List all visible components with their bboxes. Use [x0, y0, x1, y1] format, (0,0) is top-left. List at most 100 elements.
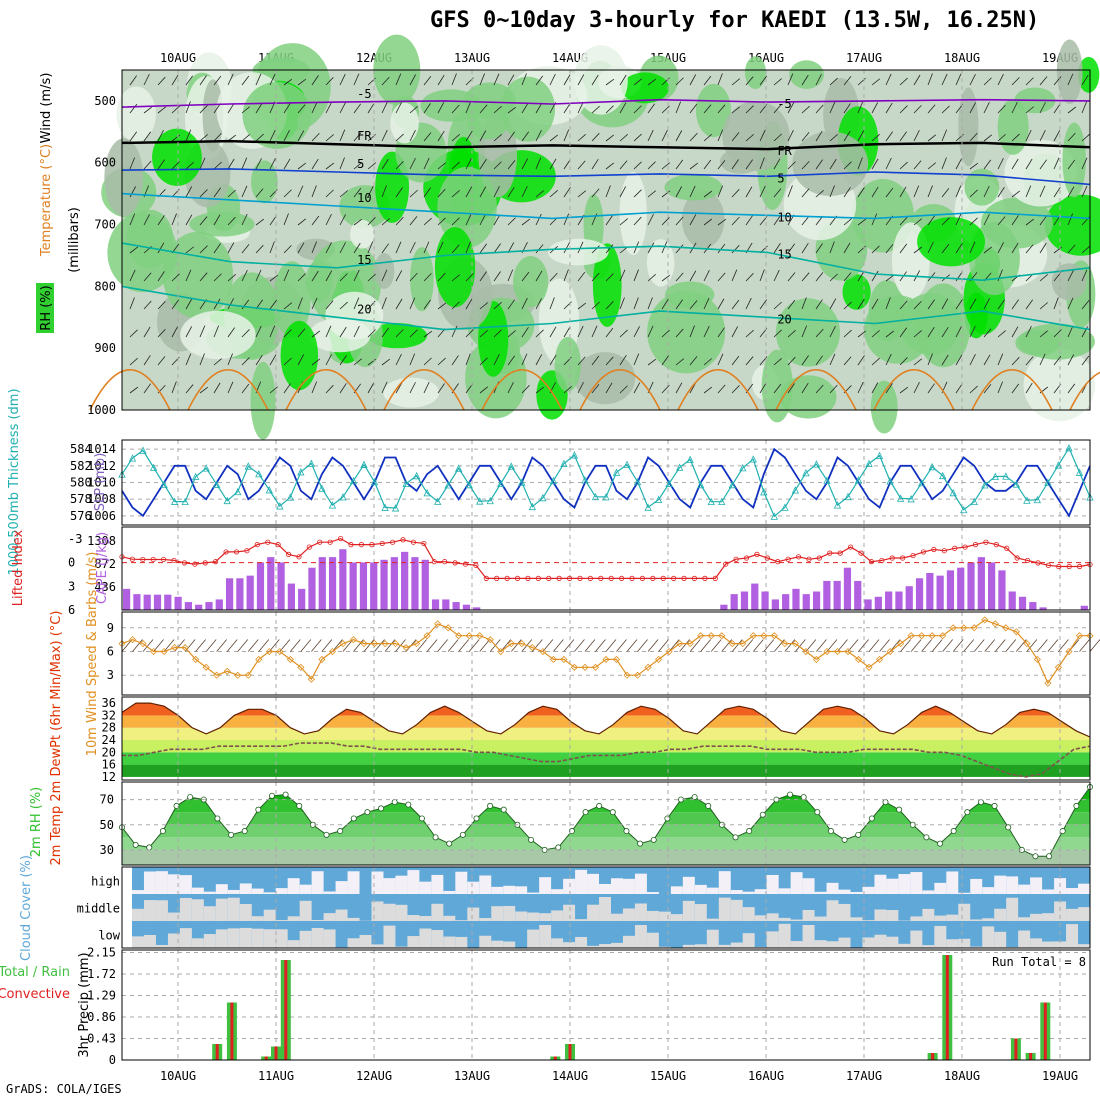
wind-barb — [913, 185, 920, 198]
wind-barb — [605, 105, 614, 114]
cloud-cell-clear — [407, 915, 420, 922]
wind-speed-marker — [728, 640, 736, 648]
lifted-index-marker — [993, 542, 999, 548]
wind-barb — [143, 73, 150, 86]
cloud-cell — [778, 867, 792, 894]
cloud-cell-clear — [634, 925, 648, 949]
rh2m-marker — [146, 844, 153, 851]
panel-frame — [121, 866, 1091, 949]
cloud-cell-clear — [958, 903, 971, 922]
cloud-cell — [323, 867, 337, 894]
wind-barb — [241, 244, 250, 254]
wind-barb — [381, 76, 390, 86]
wind-barb — [493, 353, 500, 366]
wind-barb — [885, 383, 893, 394]
wind-barb — [213, 214, 221, 226]
cape-bar — [988, 562, 996, 610]
wind-barb — [1067, 244, 1076, 254]
wind-barb — [1011, 190, 1021, 198]
wind-barb — [437, 241, 444, 254]
wind-barb — [1011, 215, 1019, 226]
ylabel-slp: SLP (mb) — [93, 453, 108, 512]
wind-speed-marker — [1002, 624, 1010, 632]
wind-barb — [941, 243, 950, 254]
lifted-index-marker — [650, 575, 656, 581]
wind-barb — [157, 242, 165, 254]
wind-barb — [241, 329, 250, 338]
wind-barb — [367, 382, 375, 394]
cloud-cell-clear — [431, 903, 444, 922]
wind-barb — [479, 243, 488, 254]
cloud-cell-clear — [275, 920, 289, 922]
wind-barb — [1025, 244, 1034, 254]
rh-region — [870, 380, 898, 434]
thickness-marker — [265, 486, 273, 494]
wind-barb — [941, 187, 950, 198]
wind-barb — [619, 218, 628, 226]
wind-barb — [1067, 270, 1074, 282]
wind-speed-marker — [655, 655, 663, 663]
wind-barb — [703, 325, 710, 338]
cloud-cell-clear — [275, 929, 289, 949]
precip-tick-label: 0.43 — [87, 1032, 116, 1046]
wind-barb — [675, 216, 684, 226]
rh2m-marker — [896, 806, 903, 813]
wind-barb — [689, 214, 697, 226]
wind-barb — [465, 241, 471, 254]
wind-speed-marker — [886, 647, 894, 656]
wind-barb — [297, 242, 305, 254]
wind-barb — [871, 270, 879, 282]
rh-region — [116, 86, 156, 142]
cloud-cell-clear — [766, 874, 780, 895]
rh-region — [1004, 139, 1078, 207]
contour-label: 10 — [777, 210, 791, 224]
rh2m-marker — [732, 834, 739, 841]
cape-bar — [267, 557, 275, 610]
wind-barb-10m — [237, 639, 249, 652]
wind-barb — [409, 353, 416, 366]
wind-speed-marker — [255, 655, 263, 663]
cape-bar — [442, 599, 450, 610]
cloud-cell-clear — [551, 910, 564, 922]
wind-barb — [731, 299, 740, 310]
thickness-marker — [423, 488, 431, 497]
wind-barb — [339, 273, 348, 282]
wind-barb — [633, 297, 639, 310]
wind-barb — [983, 354, 991, 366]
wind-barb — [619, 160, 628, 170]
wind-speed-marker — [591, 663, 600, 671]
cloud-cell-clear — [287, 916, 301, 922]
wind-barb-10m — [763, 639, 775, 652]
thickness-marker — [1075, 468, 1084, 476]
lifted-index-marker — [348, 542, 354, 548]
cloud-cell-clear — [575, 869, 588, 895]
wind-barb — [955, 354, 963, 366]
cloud-cell-clear — [215, 898, 229, 922]
thickness-marker — [918, 478, 926, 487]
wind-barb — [661, 162, 671, 170]
wind-barb — [731, 355, 740, 366]
wind-barb — [213, 132, 222, 142]
cape-bar — [751, 583, 759, 610]
wind-barb — [381, 218, 390, 226]
wind-barb — [241, 357, 250, 366]
wind-barb-10m — [205, 639, 217, 652]
wind-barb — [255, 73, 262, 86]
cloud-cell — [694, 921, 708, 948]
wind-speed-marker — [623, 671, 631, 679]
cape-bar — [370, 562, 378, 610]
cloud-cell-clear — [335, 881, 349, 895]
cloud-cell — [946, 894, 959, 921]
wind-barb — [325, 162, 335, 170]
wind-barb — [157, 301, 166, 310]
wind-barb — [731, 326, 739, 338]
cloud-cell-clear — [766, 931, 780, 949]
wind-speed-marker — [1086, 632, 1094, 640]
wind-barb — [885, 187, 894, 198]
cloud-cell-clear — [383, 925, 396, 949]
wind-barb — [689, 103, 698, 114]
wind-barb-10m — [426, 639, 438, 652]
wind-barb — [745, 76, 754, 86]
wind-barb — [605, 162, 615, 170]
wind-barb — [521, 353, 528, 366]
